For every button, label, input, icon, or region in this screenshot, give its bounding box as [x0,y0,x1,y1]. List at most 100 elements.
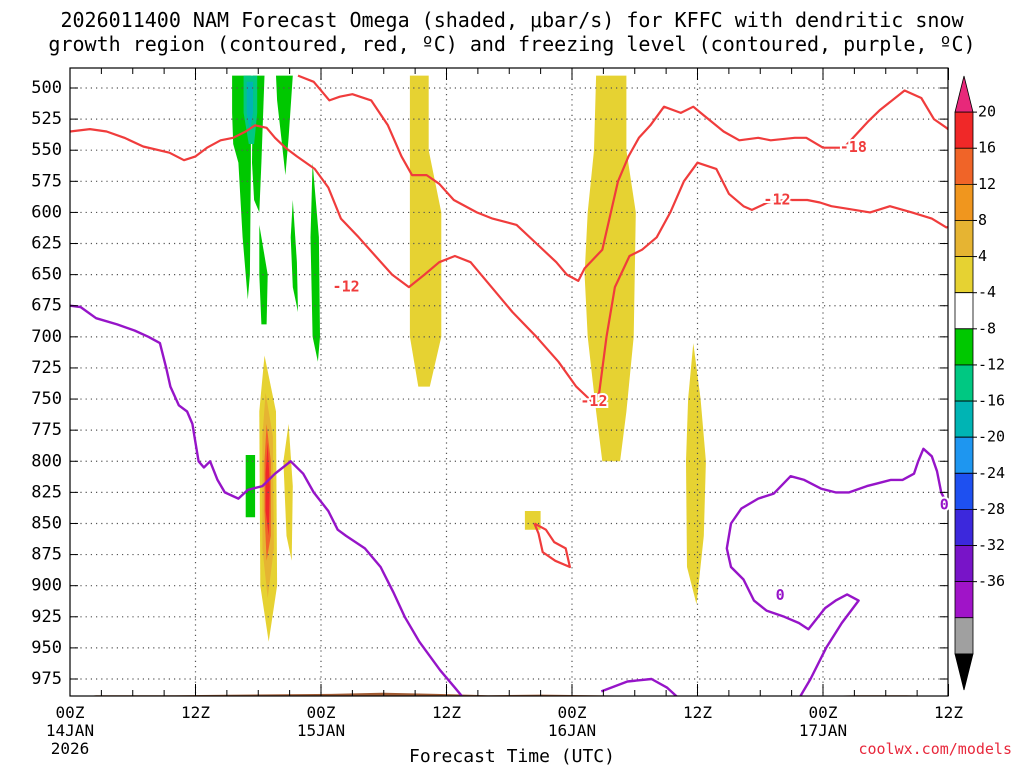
freezing-level-2 [725,447,948,696]
colorbar-label-6: -8 [978,319,996,337]
terrain-layer [87,692,942,696]
plot-frame-layer [69,67,949,697]
dgz-label-minus12-c: -12 [763,190,790,208]
dgz-label-minus12-b: -12 [580,392,607,410]
grid-layer [70,68,948,696]
freezing-label-b: 0 [940,495,949,513]
y-tick-label-625: 625 [31,234,62,254]
colorbar-swatch-16 [954,653,974,691]
omega-area-0 [409,75,442,387]
x-date-label-72: 17JAN [799,721,847,740]
y-tick-label-500: 500 [31,78,62,98]
colorbar-swatch-3 [954,183,974,221]
chart-title: 2026011400 NAM Forecast Omega (shaded, μ… [0,8,1024,56]
y-tick-label-675: 675 [31,296,62,316]
plot-frame [69,67,949,697]
y-tick-label-725: 725 [31,358,62,378]
y-tick-label-825: 825 [31,482,62,502]
colorbar-swatch-6 [954,292,974,330]
omega-area-14 [290,200,298,312]
omega-area-16 [245,455,256,518]
colorbar-label-2: 12 [978,175,996,193]
colorbar-swatch-2 [954,147,974,185]
colorbar-label-10: -24 [978,464,1005,482]
y-tick-label-525: 525 [31,109,62,129]
colorbar-layer: 20 16 12 8 4 -4 -8 -12 -16 -20 -24 -28 -32 -36 [954,75,1005,691]
y-tick-label-975: 975 [31,669,62,689]
dgz-contour-0 [297,74,948,282]
dgz-label-minus12-a: -12 [333,278,360,296]
y-tick-label-950: 950 [31,638,62,658]
y-tick-label-650: 650 [31,265,62,285]
colorbar-label-1: 16 [978,139,996,157]
omega-area-15 [310,162,320,362]
x-tick-label-0: 00Z [56,703,85,722]
colorbar-swatch-0 [954,75,974,113]
colorbar-swatch-14 [954,581,974,619]
y-tick-label-875: 875 [31,545,62,565]
freezing-level-0 [70,304,464,696]
x-tick-label-84: 12Z [934,703,963,722]
colorbar-label-8: -16 [978,392,1005,410]
x-date-label-48: 16JAN [548,721,596,740]
omega-area-3 [686,343,706,605]
freezing-label-a: 0 [776,586,785,604]
colorbar-swatch-4 [954,220,974,257]
colorbar-swatch-1 [954,111,974,149]
omega-area-13 [276,75,293,176]
colorbar-swatch-10 [954,436,974,474]
freezing-level-1 [600,677,679,696]
x-tick-label-72: 00Z [809,703,838,722]
x-tick-label-24: 00Z [307,703,336,722]
contour-layer [70,74,948,696]
dgz-label-minus18: -18 [840,138,867,156]
omega-area-9 [265,442,270,536]
colorbar-label-11: -28 [978,500,1005,518]
colorbar-label-3: 8 [978,211,987,229]
colorbar-label-13: -36 [978,572,1005,590]
y-tick-label-900: 900 [31,576,62,596]
omega-area-1 [524,511,541,530]
y-tick-label-850: 850 [31,513,62,533]
colorbar-swatch-13 [954,545,974,583]
x-tick-label-12: 12Z [181,703,210,722]
colorbar-label-5: -4 [978,283,996,301]
y-tick-label-925: 925 [31,607,62,627]
x-tick-label-60: 12Z [683,703,712,722]
colorbar-swatch-5 [954,256,974,294]
y-tick-label-600: 600 [31,202,62,222]
y-tick-label-775: 775 [31,420,62,440]
y-tick-label-750: 750 [31,389,62,409]
axis-layer: 500 525 550 575 600 625 650 675 700 725 750 775 800 8… [31,68,963,758]
colorbar-label-0: 20 [978,103,996,121]
colorbar-label-9: -20 [978,428,1005,446]
y-tick-label-700: 700 [31,327,62,347]
chart-title-line-2: growth region (contoured, red, ºC) and f… [48,32,976,56]
colorbar-swatch-8 [954,364,974,402]
y-tick-label-550: 550 [31,140,62,160]
colorbar-label-7: -12 [978,355,1005,373]
omega-area-18 [246,81,253,132]
dgz-contour-2 [533,522,571,569]
x-date-label-24: 15JAN [297,721,345,740]
x-tick-label-48: 00Z [558,703,587,722]
x-axis-title: Forecast Time (UTC) [409,746,615,767]
colorbar-label-12: -32 [978,536,1005,554]
y-tick-label-800: 800 [31,451,62,471]
x-year-label-0: 2026 [51,739,90,758]
colorbar-swatch-9 [954,400,974,438]
colorbar-swatch-15 [954,617,974,655]
terrain-ground [87,692,942,696]
omega-area-6 [283,423,293,561]
colorbar-swatch-11 [954,472,974,510]
colorbar-swatch-12 [954,509,974,546]
colorbar-label-4: 4 [978,247,987,265]
x-tick-label-36: 12Z [432,703,461,722]
credit-text: coolwx.com/models [858,740,1012,758]
y-tick-label-575: 575 [31,171,62,191]
x-date-label-0: 14JAN [46,721,94,740]
dgz-contour-1 [70,124,948,403]
chart-title-line-1: 2026011400 NAM Forecast Omega (shaded, μ… [60,8,964,32]
colorbar-swatch-7 [954,328,974,366]
